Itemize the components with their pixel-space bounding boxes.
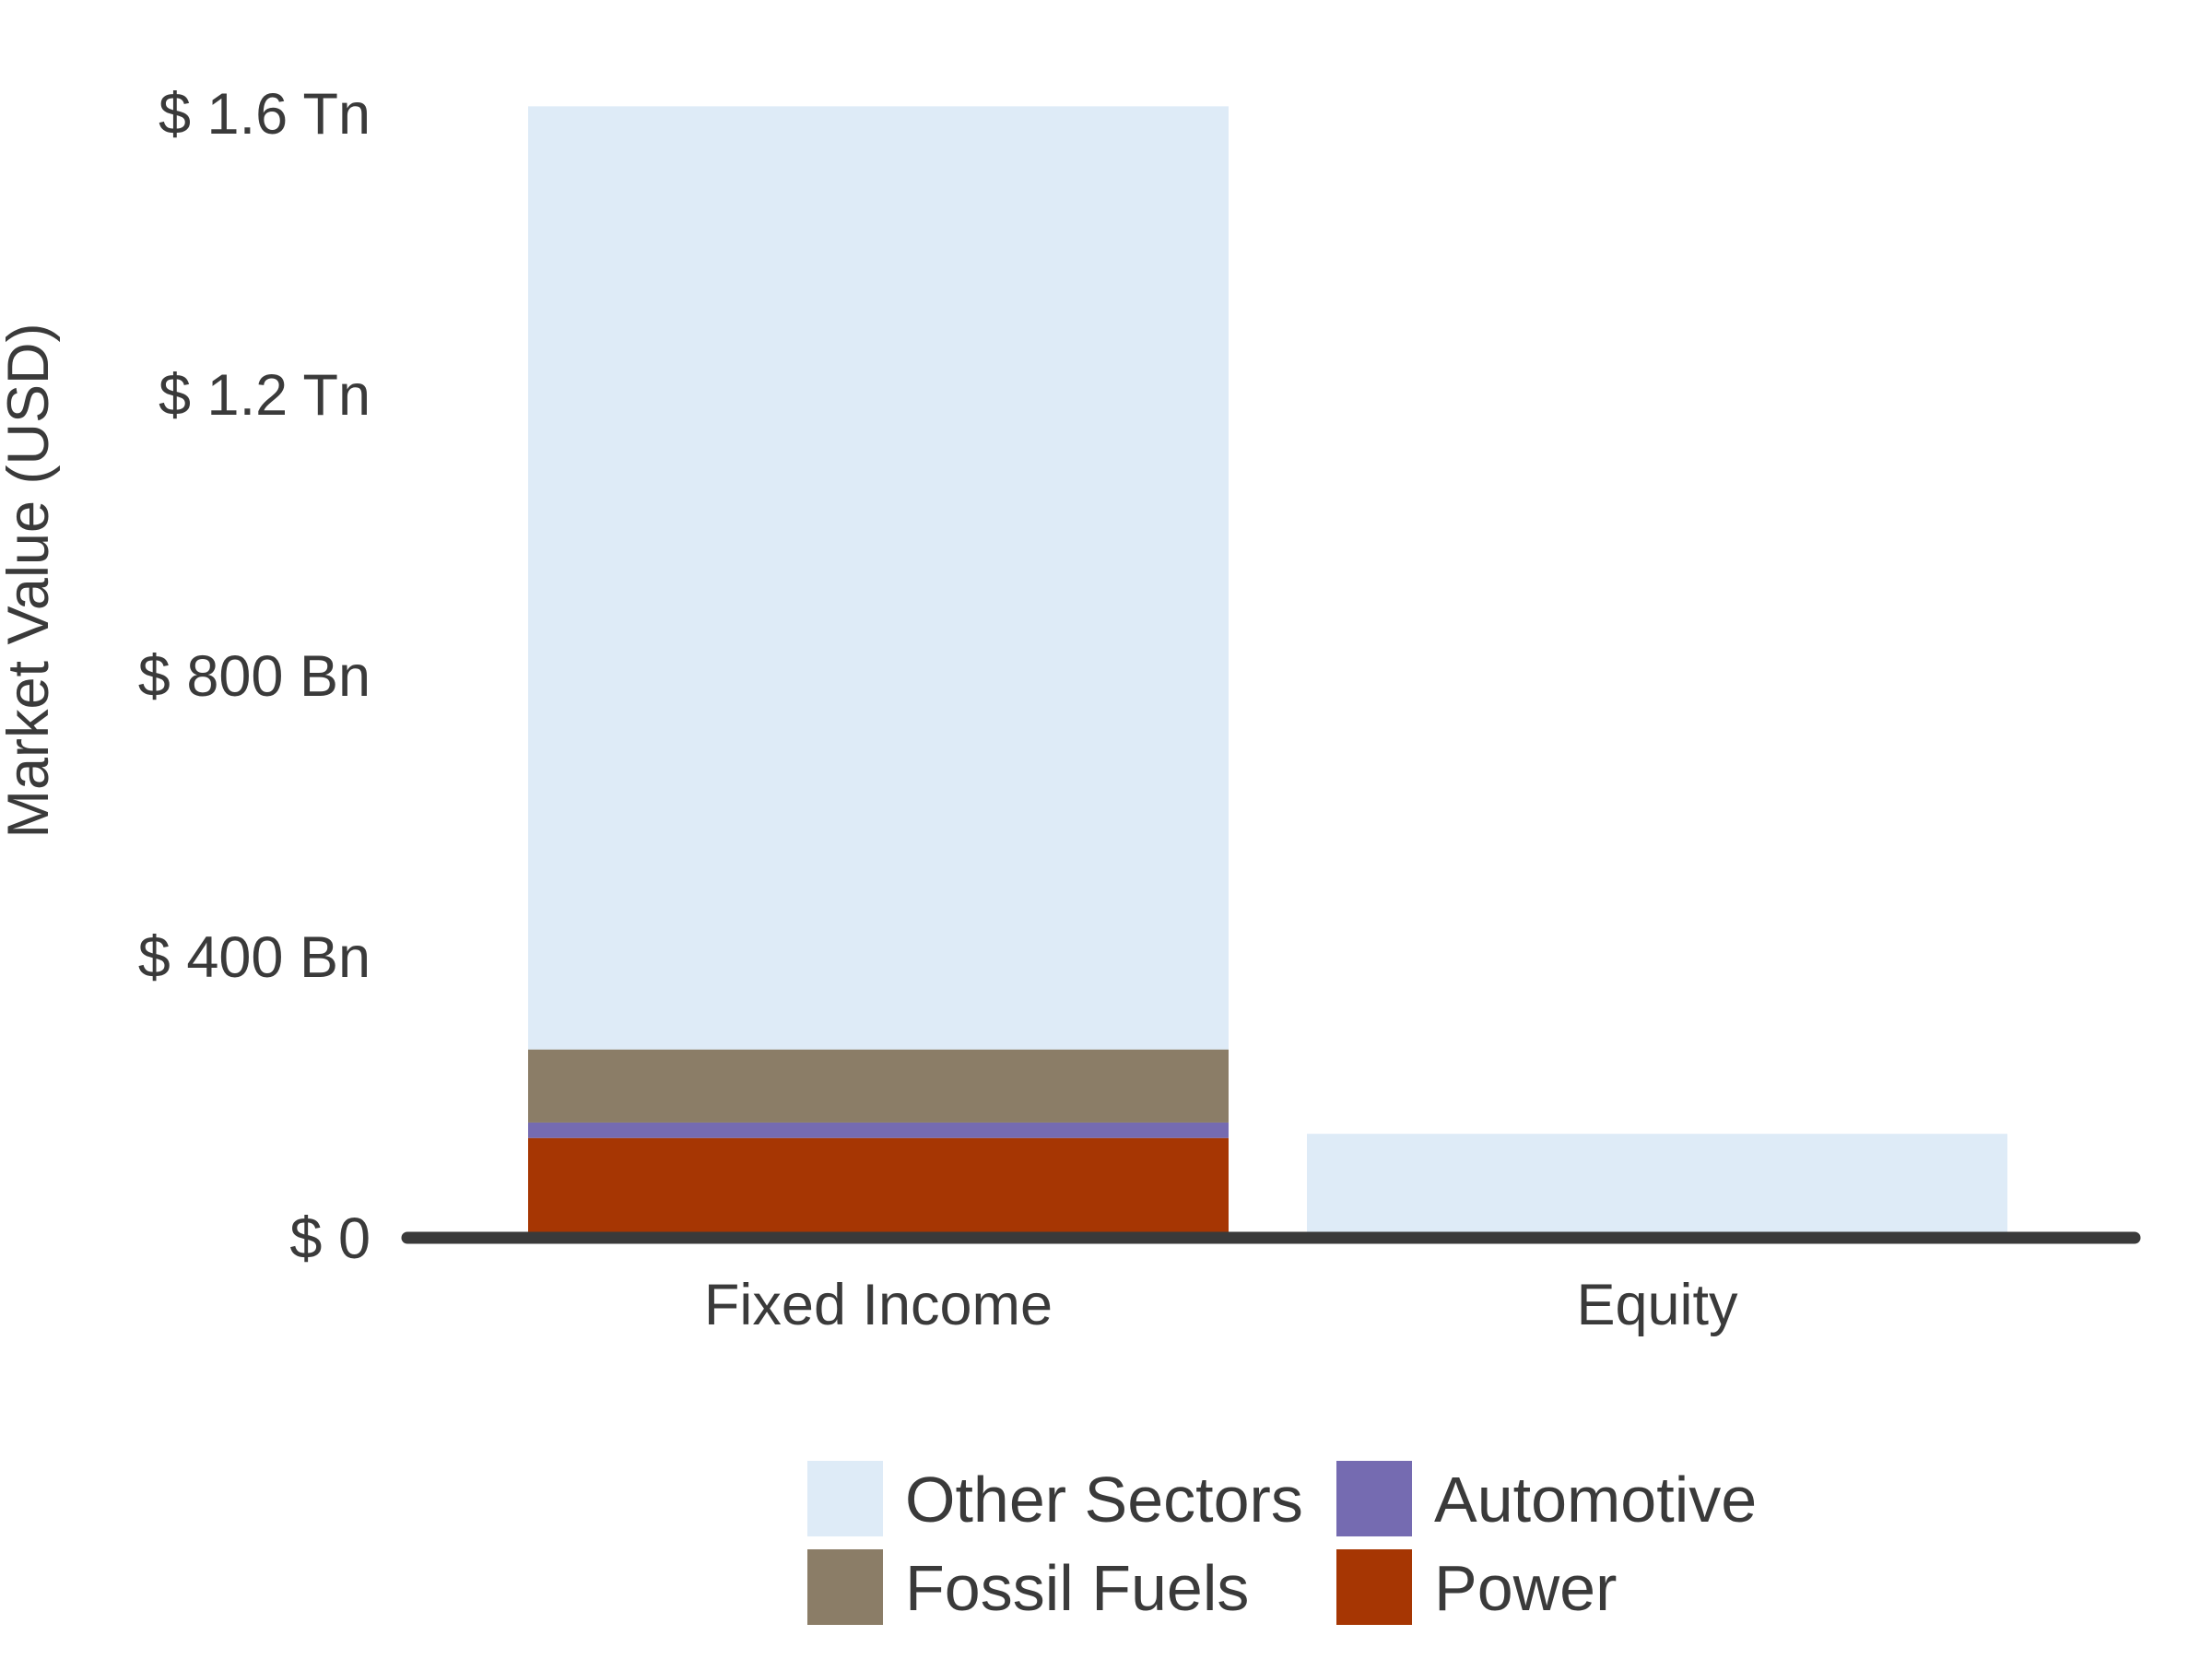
y-axis-title: Market Value (USD) [0, 324, 61, 839]
legend-swatch-other-sectors [807, 1461, 883, 1536]
legend-swatch-automotive [1336, 1461, 1412, 1536]
x-tick-label-equity: Equity [1576, 1273, 1738, 1337]
legend-label-fossil-fuels: Fossil Fuels [905, 1552, 1249, 1624]
y-axis-ticks: $ 0 $ 400 Bn $ 800 Bn $ 1.2 Tn $ 1.6 Tn [138, 82, 371, 1271]
y-tick-label: $ 800 Bn [138, 644, 371, 709]
bar-equity-other-sectors [1307, 1134, 2007, 1238]
bar-fixed-income-power [528, 1137, 1229, 1238]
y-tick-label: $ 400 Bn [138, 925, 371, 990]
legend-label-power: Power [1434, 1552, 1617, 1624]
x-axis-ticks: Fixed Income Equity [704, 1273, 1738, 1337]
bars-layer [528, 106, 2007, 1238]
y-tick-label: $ 1.2 Tn [159, 363, 371, 428]
legend: Other Sectors Automotive Fossil Fuels Power [807, 1461, 1757, 1625]
legend-swatch-fossil-fuels [807, 1549, 883, 1625]
x-tick-label-fixed-income: Fixed Income [704, 1273, 1053, 1337]
bar-fixed-income-other-sectors [528, 106, 1229, 1050]
legend-label-automotive: Automotive [1434, 1464, 1757, 1535]
legend-swatch-power [1336, 1549, 1412, 1625]
y-tick-label: $ 0 [289, 1206, 371, 1271]
bar-fixed-income-automotive [528, 1122, 1229, 1138]
bar-fixed-income-fossil-fuels [528, 1049, 1229, 1123]
legend-label-other-sectors: Other Sectors [905, 1464, 1303, 1535]
y-tick-label: $ 1.6 Tn [159, 82, 371, 147]
